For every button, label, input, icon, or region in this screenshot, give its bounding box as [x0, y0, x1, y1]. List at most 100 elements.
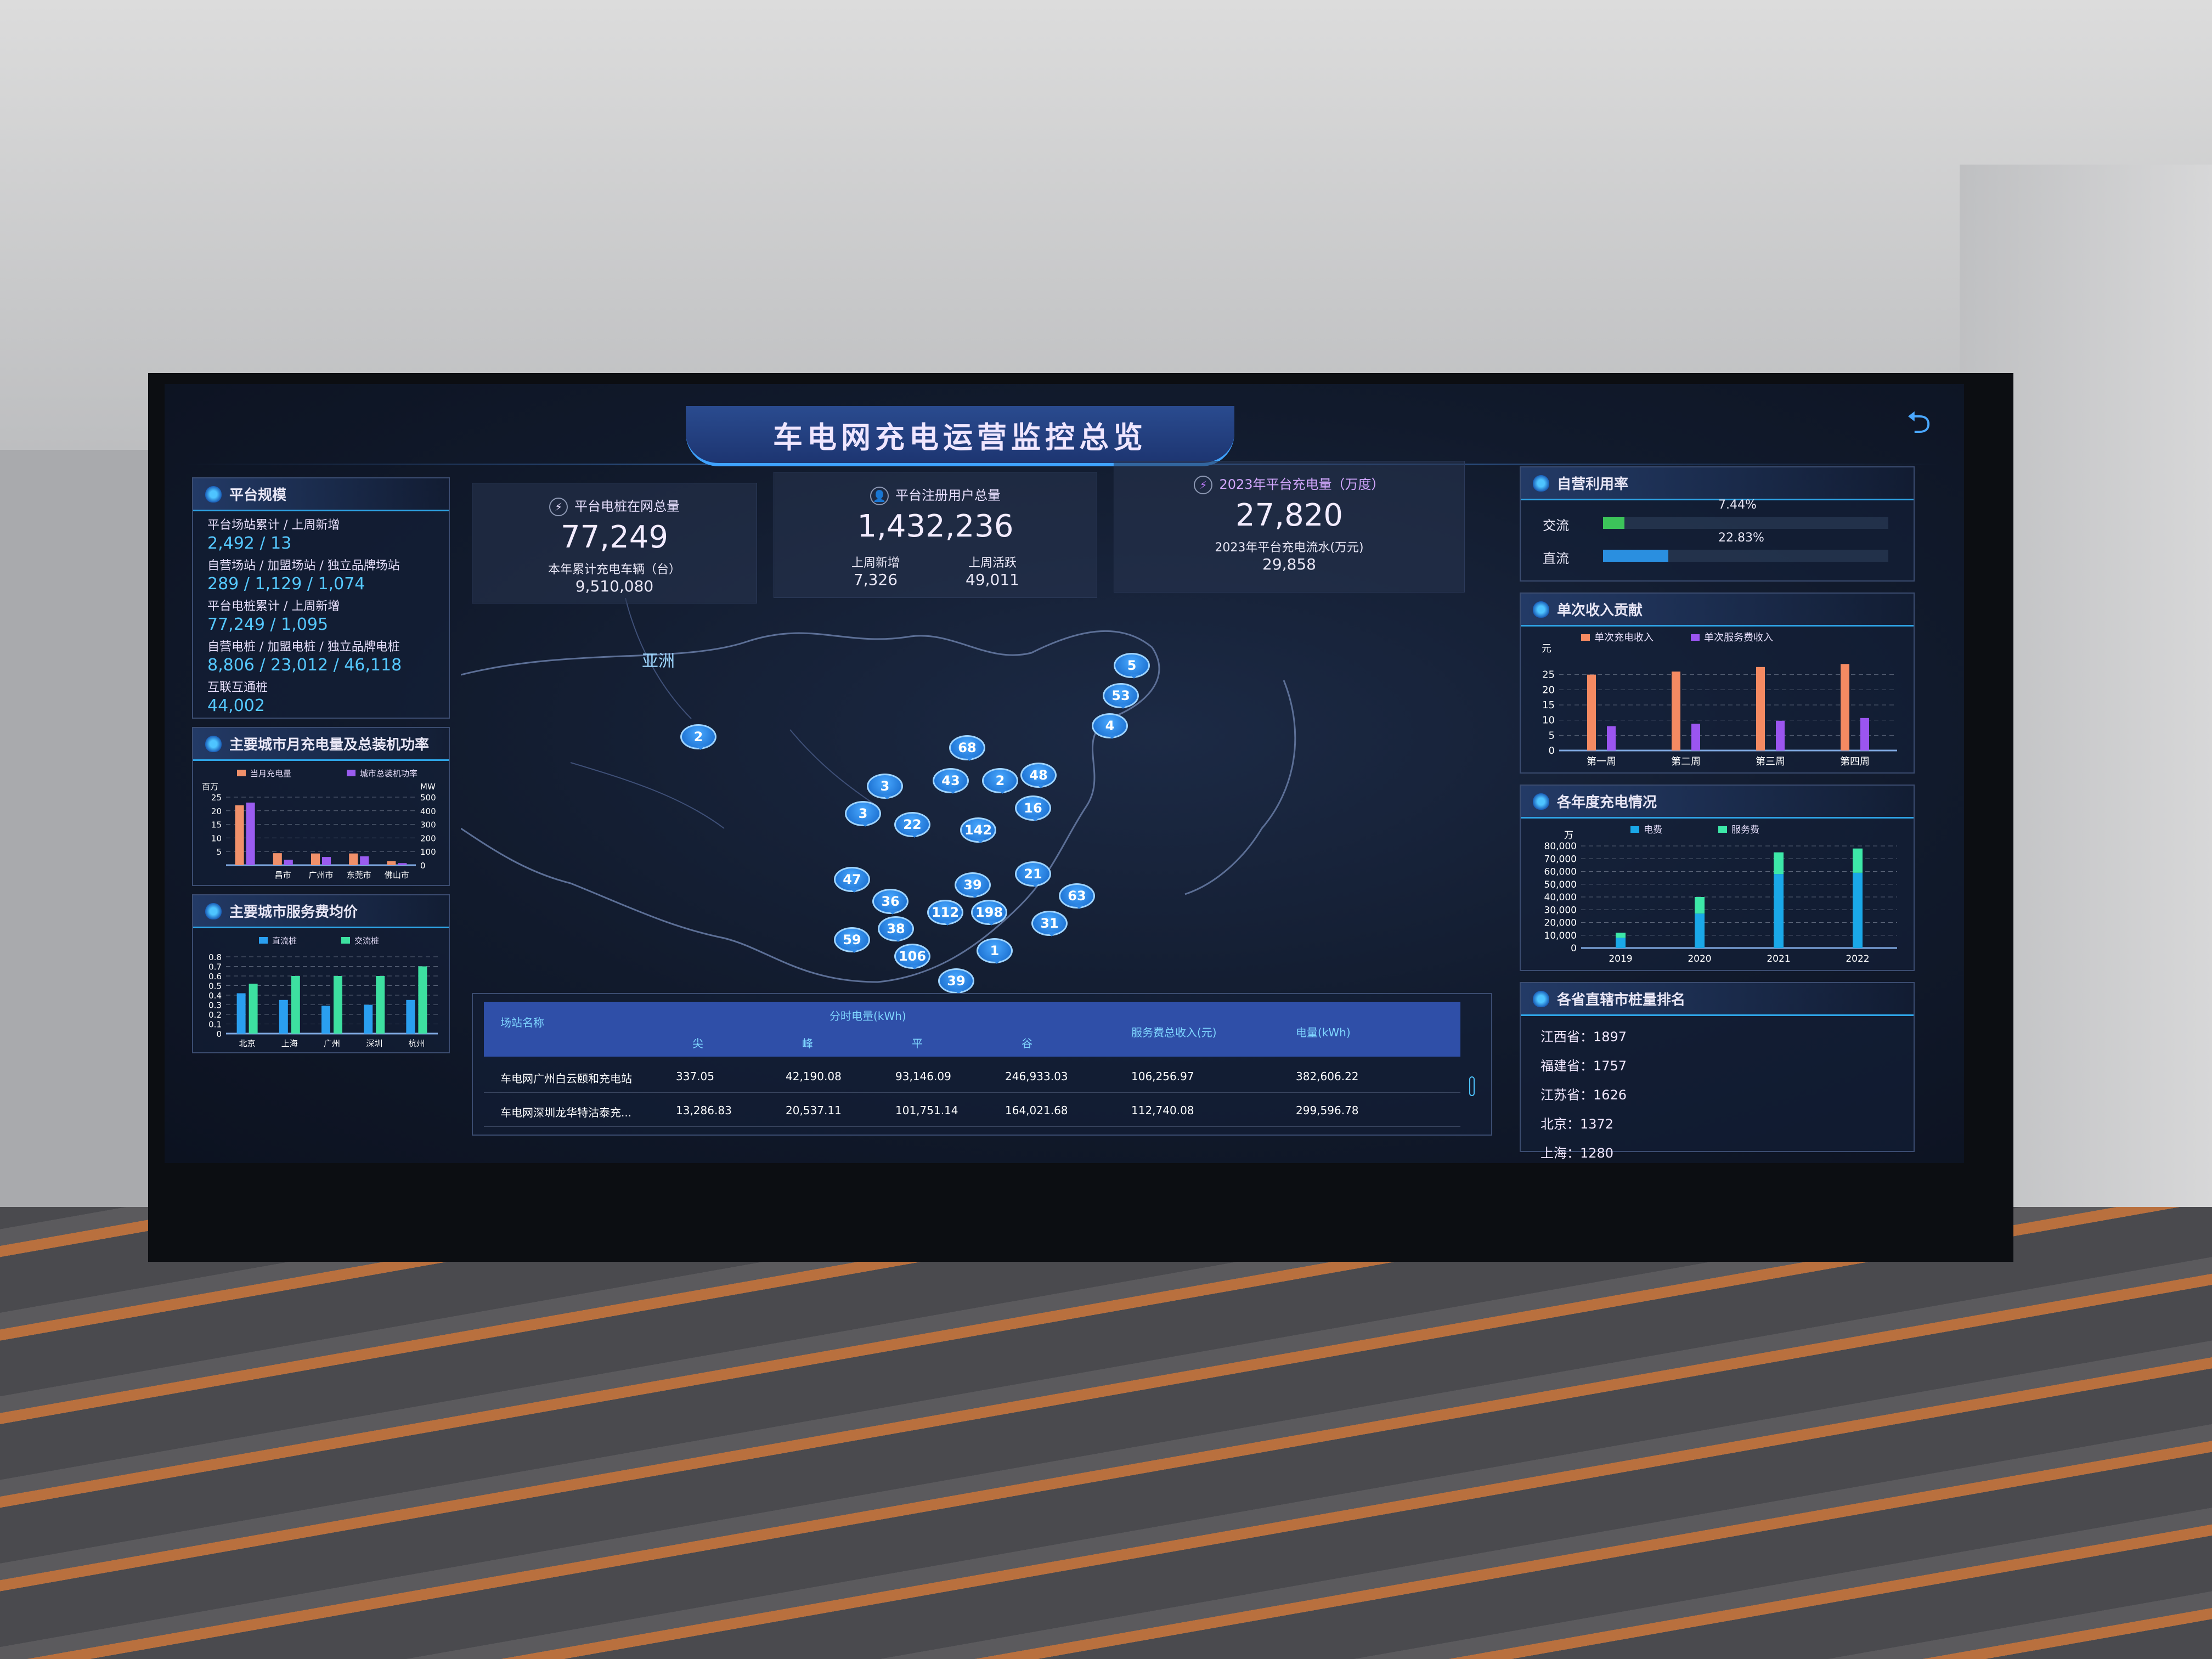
map-marker[interactable]: 43 [933, 768, 969, 794]
util-label: 交流 [1543, 518, 1569, 533]
lightning-icon: ⚡ [1194, 476, 1213, 494]
map-marker[interactable]: 4 [1092, 713, 1128, 739]
map-marker[interactable]: 38 [878, 916, 914, 942]
map-marker[interactable]: 68 [949, 735, 985, 761]
map-marker[interactable]: 1 [977, 938, 1013, 964]
x-tick-label: 杭州 [408, 1039, 425, 1048]
bar[interactable] [1691, 724, 1700, 751]
map-marker[interactable]: 198 [971, 900, 1007, 926]
x-tick-label: 2021 [1767, 953, 1790, 964]
bar[interactable] [1853, 848, 1863, 873]
bar[interactable] [398, 863, 407, 865]
map-marker[interactable]: 47 [834, 867, 870, 893]
map-marker[interactable]: 106 [894, 944, 930, 969]
y-tick-label: 0.4 [208, 991, 222, 1001]
bar[interactable] [284, 860, 293, 865]
bar[interactable] [279, 1000, 288, 1034]
ranking-item: 江西省：1897 [1541, 1029, 1627, 1045]
legend-swatch [237, 770, 246, 776]
map-marker[interactable]: 21 [1015, 861, 1051, 887]
bar[interactable] [406, 1000, 415, 1034]
col-service: 服务费总收入(元) [1131, 1026, 1217, 1039]
map-marker[interactable]: 63 [1059, 883, 1095, 909]
new-users-value: 7,326 [853, 571, 898, 589]
bar[interactable] [273, 853, 282, 865]
map-marker[interactable]: 142 [960, 817, 996, 843]
platform-scale-panel: 平台规模 平台场站累计 / 上周新增 2,492 / 13 自营场站 / 加盟场站 … [192, 477, 450, 719]
map-marker[interactable]: 3 [867, 774, 903, 799]
bar[interactable] [1853, 872, 1863, 948]
bar[interactable] [249, 984, 258, 1034]
map-marker[interactable]: 36 [872, 889, 909, 915]
legend-label: 当月充电量 [250, 769, 291, 778]
y-tick-label: 0 [216, 1029, 222, 1039]
bar[interactable] [349, 853, 358, 865]
util-bar-fill [1603, 550, 1668, 562]
x-tick-label: 昌市 [275, 870, 291, 880]
bar[interactable] [360, 856, 369, 865]
map-marker[interactable]: 22 [894, 812, 930, 838]
return-arrow-icon[interactable]: ⮌ [1906, 405, 1931, 441]
bar[interactable] [1776, 720, 1785, 751]
bar[interactable] [246, 802, 255, 865]
bar[interactable] [364, 1005, 373, 1034]
table-row[interactable]: 车电网广州白云颐和充电站 337.05 42,190.08 93,146.09 246,… [484, 1060, 1460, 1093]
x-tick-label: 第四周 [1840, 756, 1870, 768]
table-scrollbar[interactable] [1469, 1076, 1475, 1096]
bar[interactable] [1774, 874, 1784, 948]
province-ranking-panel: 各省直辖市桩量排名 江西省：1897 福建省：1757 江苏省：1626 北京：137… [1520, 982, 1915, 1161]
shield-icon [1533, 793, 1549, 810]
y-axis-unit-right: MW [420, 782, 436, 792]
map-marker[interactable]: 2 [680, 724, 716, 750]
bar[interactable] [236, 993, 246, 1034]
bar[interactable] [1695, 897, 1705, 914]
bar[interactable] [322, 857, 331, 865]
panel-title: 平台规模 [229, 487, 287, 504]
bar[interactable] [1756, 667, 1765, 751]
map-marker[interactable]: 39 [955, 872, 991, 898]
map-marker[interactable]: 112 [927, 900, 963, 926]
map-marker[interactable]: 2 [982, 768, 1018, 794]
bar[interactable] [1841, 664, 1849, 751]
map-marker[interactable]: 48 [1020, 763, 1057, 788]
ranking-list[interactable]: 江西省：1897 福建省：1757 江苏省：1626 北京：1372 上海：1280 [1521, 1026, 1914, 1161]
map-marker[interactable]: 31 [1031, 911, 1068, 936]
cell-service: 106,256.97 [1131, 1070, 1194, 1083]
map-marker[interactable]: 3 [845, 801, 881, 827]
y-tick-label: 30,000 [1544, 905, 1577, 916]
y-tick-label: 20 [1542, 684, 1555, 696]
util-bar [1603, 517, 1888, 529]
bar[interactable] [418, 966, 427, 1034]
metric-label: 平台电桩累计 / 上周新增 [207, 600, 340, 613]
bar[interactable] [1672, 672, 1680, 751]
bar[interactable] [1607, 726, 1616, 751]
x-tick-label: 第三周 [1756, 756, 1785, 768]
map[interactable]: 亚洲 2 5 53 4 68 48 43 2 16 3 3 22 142 21 63 39 47 36 112 198… [460, 597, 1492, 994]
room-floor [0, 1207, 2212, 1659]
stat-value: 27,820 [1235, 498, 1343, 533]
map-marker[interactable]: 16 [1015, 795, 1051, 821]
bar[interactable] [334, 976, 342, 1034]
bar[interactable] [321, 1006, 330, 1034]
bar[interactable] [1695, 913, 1705, 948]
bar[interactable] [1616, 938, 1626, 948]
bar[interactable] [235, 805, 244, 865]
bar[interactable] [311, 853, 320, 865]
bar[interactable] [376, 976, 385, 1034]
bar[interactable] [1616, 933, 1626, 938]
bar[interactable] [387, 861, 396, 865]
map-marker[interactable]: 59 [834, 927, 870, 953]
map-marker[interactable]: 5 [1114, 653, 1150, 679]
bar[interactable] [1587, 674, 1596, 751]
bar[interactable] [291, 976, 300, 1034]
map-marker[interactable]: 53 [1103, 683, 1139, 709]
map-marker[interactable]: 39 [938, 968, 974, 994]
bar[interactable] [1774, 852, 1784, 874]
table-row[interactable]: 车电网深圳龙华特沽泰充... 13,286.83 20,537.11 101,751.… [484, 1094, 1460, 1127]
cell-peak: 42,190.08 [786, 1070, 842, 1083]
col-valley: 谷 [1022, 1037, 1032, 1050]
bar[interactable] [1860, 718, 1869, 751]
metric-label: 自营电桩 / 加盟电桩 / 独立品牌电桩 [207, 640, 400, 654]
y-tick-label: 10 [1542, 715, 1555, 726]
